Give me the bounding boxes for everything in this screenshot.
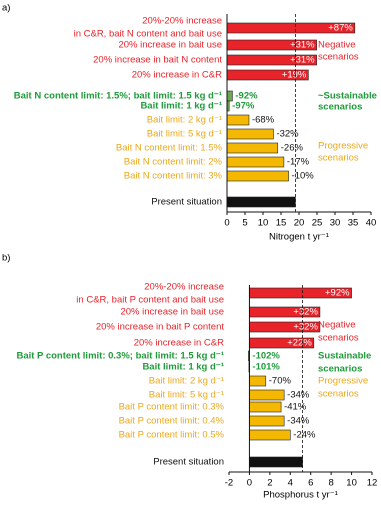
value-label: +31% [290,40,315,51]
category-label: in C&R, bait N content and bait use [74,29,222,40]
group-label: scenarios [318,102,362,113]
category-label: Bait P content limit: 0.5% [119,430,225,441]
x-tick-label: 2 [267,478,272,489]
bar [249,389,285,401]
bar [249,456,303,468]
bar [226,114,250,126]
panel-label: a) [2,3,10,14]
group-label: scenarios [318,364,362,375]
x-axis-title: Phosphorus t yr⁻¹ [263,490,338,500]
value-label: +92% [325,288,350,299]
bar [249,415,285,427]
category-label: Bait limit: 2 kg d⁻¹ [149,376,224,387]
category-label: 20% increase in bait use [118,40,222,51]
x-tick-label: -2 [225,478,233,489]
x-tick-label: 6 [308,478,313,489]
x-tick-label: 20 [294,218,305,229]
group-label: ~Sustainable [318,91,377,102]
value-label: -102% [252,351,280,362]
value-label: -41% [284,402,307,413]
category-label: Bait N content limit: 3% [124,171,223,182]
category-label: Present situation [151,197,222,208]
category-label: 20% increase in bait N content [93,55,222,66]
category-label: 20% increase in C&R [132,70,222,81]
value-label: -34% [287,416,310,427]
x-tick-label: 8 [328,478,333,489]
category-label: Bait P content limit: 0.3%; bait limit: … [16,351,224,362]
bar [226,90,233,102]
bar [226,128,274,140]
x-tick-label: 5 [242,218,247,229]
category-label: 20%-20% increase [142,16,222,27]
category-label: 20%-20% increase [144,282,224,293]
value-label: +32% [293,322,318,333]
bar [249,429,291,441]
x-tick-label: 12 [367,478,378,489]
x-axis-title: Nitrogen t yr⁻¹ [269,232,329,243]
value-label: -97% [232,101,255,112]
category-label: Bait limit: 5 kg d⁻¹ [149,390,224,401]
group-label: scenarios [318,389,359,400]
x-tick-label: 15 [276,218,287,229]
group-label: Progressive [318,141,368,152]
group-label: Progressive [318,376,368,387]
panel-label: b) [2,253,10,264]
bar [249,375,267,387]
value-label: -17% [287,157,310,168]
group-label: Sustainable [318,351,371,362]
group-label: Negative [318,40,356,51]
category-label: Bait N content limit: 2% [124,157,223,168]
value-label: +19% [282,70,307,81]
group-label: scenarios [318,52,359,63]
category-label: Bait P content limit: 0.3% [119,402,225,413]
category-label: Bait P content limit: 0.4% [119,416,225,427]
x-tick-label: 25 [312,218,323,229]
group-label: scenarios [318,333,359,344]
category-label: 20% increase in C&R [134,338,224,349]
bar [226,196,296,208]
x-tick-label: 0 [224,218,229,229]
category-label: Bait N content limit: 1.5% [116,143,223,154]
category-label: Bait limit: 1 kg d⁻¹ [142,362,224,373]
bar [249,401,282,413]
category-label: Present situation [153,457,224,468]
x-tick-label: 10 [258,218,269,229]
value-label: +31% [290,55,315,66]
value-label: -34% [287,390,310,401]
bar [226,142,279,154]
category-label: 20% increase in bait use [120,307,224,318]
value-label: +22% [287,338,312,349]
category-label: 20% increase in bait P content [96,322,225,333]
value-label: -24% [293,430,316,441]
x-tick-label: 30 [330,218,341,229]
category-label: Bait limit: 2 kg d⁻¹ [147,115,222,126]
bar [226,156,285,168]
category-label: Bait limit: 5 kg d⁻¹ [147,129,222,140]
x-tick-label: 0 [247,478,252,489]
x-tick-label: 10 [346,478,357,489]
value-label: -92% [235,91,258,102]
category-label: Bait limit: 1 kg d⁻¹ [140,101,222,112]
x-tick-label: 35 [348,218,359,229]
value-label: -70% [269,376,292,387]
value-label: -101% [252,362,280,373]
group-label: Negative [318,320,356,331]
category-label: Bait N content limit: 1.5%; bait limit: … [14,91,222,102]
value-label: -10% [292,171,315,182]
group-label: scenarios [318,153,359,164]
value-label: -26% [281,143,304,154]
value-label: -32% [276,129,299,140]
value-label: +32% [293,307,318,318]
bar [226,170,289,182]
x-tick-label: 40 [366,218,377,229]
category-label: in C&R, bait P content and bait use [76,295,224,306]
x-tick-label: 4 [288,478,293,489]
value-label: -68% [252,115,275,126]
value-label: +87% [328,23,353,34]
